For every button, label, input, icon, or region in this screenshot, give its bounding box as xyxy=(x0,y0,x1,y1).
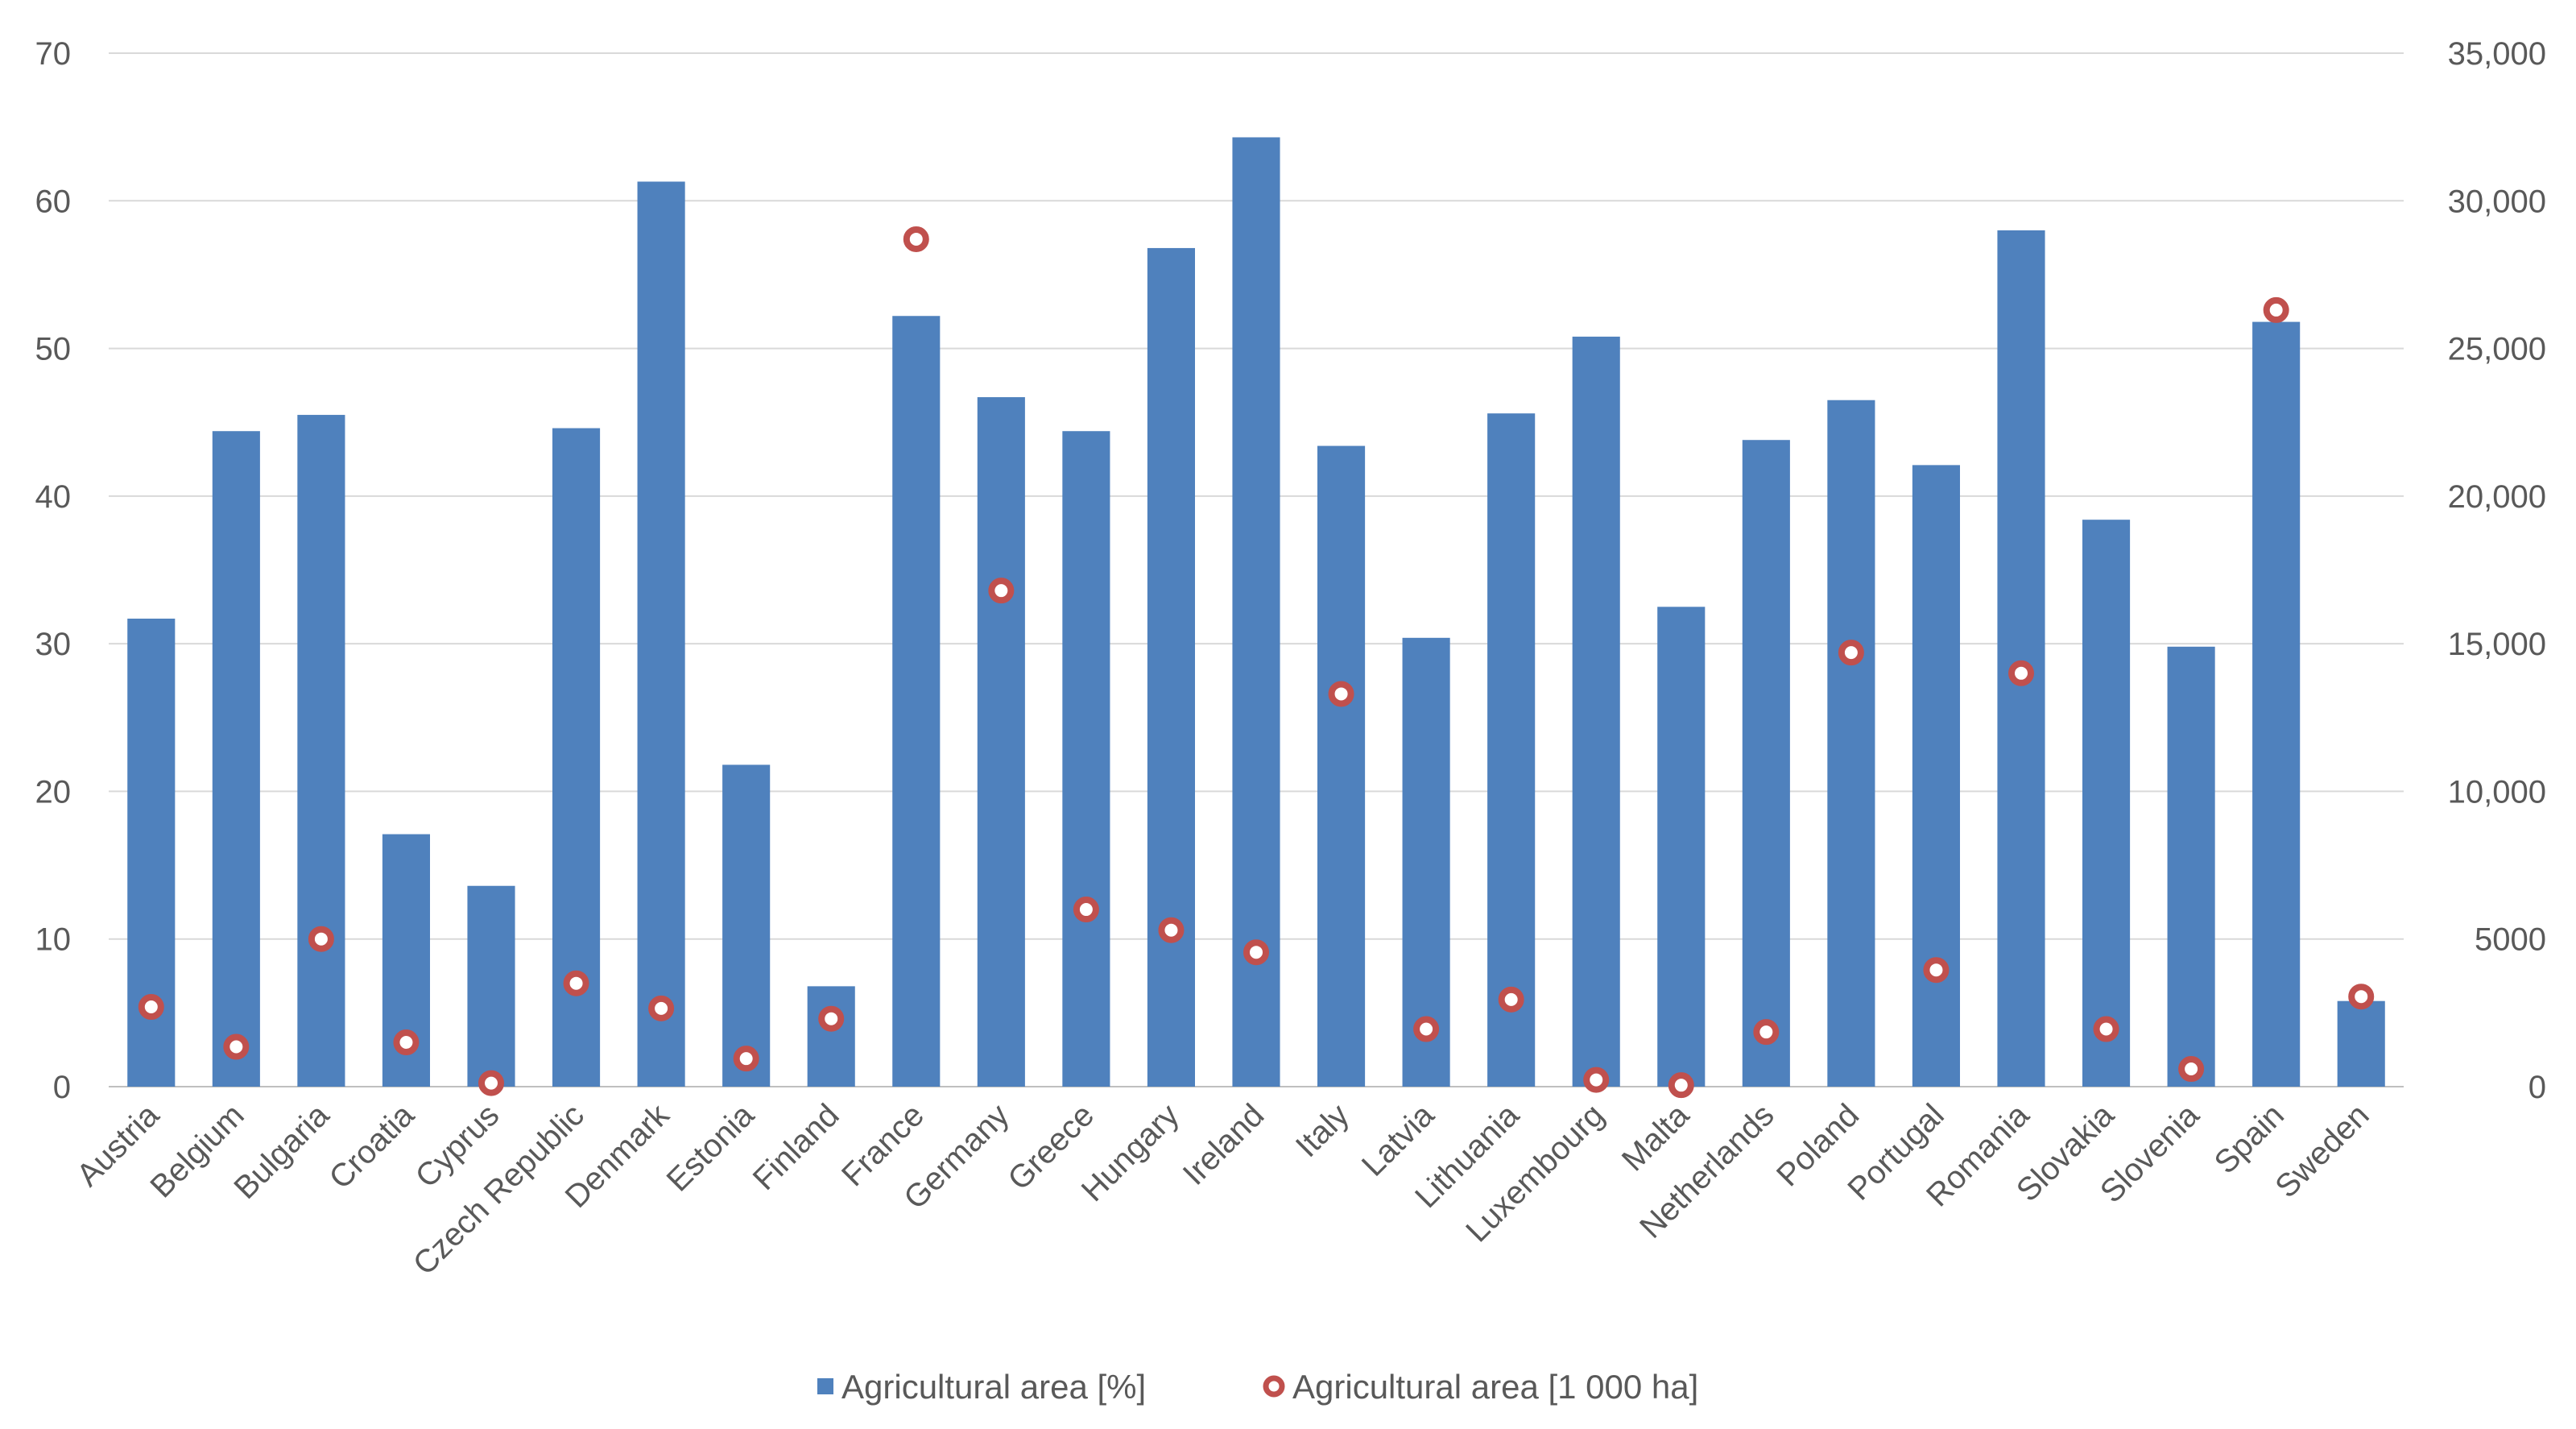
scatter-point xyxy=(648,995,675,1021)
legend: Agricultural area [%] Agricultural area … xyxy=(817,1368,1698,1406)
bar xyxy=(1402,637,1450,1087)
bar xyxy=(1487,413,1536,1087)
category-label: Ireland xyxy=(1176,1097,1271,1192)
bar xyxy=(2337,1000,2385,1087)
left-axis: 0 10 20 30 40 50 60 70 xyxy=(35,36,72,1105)
scatter-point xyxy=(563,970,589,996)
category-label: Italy xyxy=(1289,1097,1356,1164)
right-tick-label: 35,000 xyxy=(2448,36,2546,72)
bar xyxy=(1742,440,1790,1087)
legend-point-swatch xyxy=(1263,1375,1285,1398)
scatter-point xyxy=(308,926,334,952)
scatter-point xyxy=(988,578,1015,604)
right-axis: 0 5000 10,000 15,000 20,000 25,000 30,000 35,00… xyxy=(2448,36,2546,1105)
scatter-point xyxy=(1923,957,1950,984)
bar xyxy=(1062,431,1110,1087)
bar xyxy=(1912,465,1960,1087)
bar xyxy=(212,431,260,1087)
bar xyxy=(1657,607,1706,1087)
category-label: Sweden xyxy=(2268,1097,2375,1204)
scatter-point xyxy=(818,1005,845,1032)
scatter-point xyxy=(2093,1016,2119,1042)
bar xyxy=(467,885,515,1087)
scatter-point xyxy=(2263,296,2289,323)
scatter-point xyxy=(138,994,164,1021)
right-tick-label: 30,000 xyxy=(2448,184,2546,219)
category-label: Spain xyxy=(2208,1097,2291,1180)
right-tick-label: 5000 xyxy=(2475,922,2546,958)
bar xyxy=(2252,321,2301,1087)
bar xyxy=(1232,137,1280,1087)
scatter-point xyxy=(1328,681,1354,707)
bar-series xyxy=(127,137,2385,1087)
left-tick-label: 30 xyxy=(35,627,72,662)
bar xyxy=(722,764,771,1087)
left-tick-label: 40 xyxy=(35,479,72,515)
left-tick-label: 20 xyxy=(35,774,72,810)
left-tick-label: 70 xyxy=(35,36,72,72)
bar xyxy=(1572,336,1620,1087)
bar xyxy=(297,415,345,1087)
right-tick-label: 25,000 xyxy=(2448,332,2546,367)
legend-bar-label: Agricultural area [%] xyxy=(841,1368,1146,1406)
left-tick-label: 10 xyxy=(35,922,72,958)
scatter-point xyxy=(478,1070,504,1096)
scatter-point xyxy=(1413,1016,1440,1042)
category-label: Bulgaria xyxy=(227,1097,336,1206)
category-label: Estonia xyxy=(660,1097,762,1199)
bar xyxy=(2082,520,2131,1087)
bar xyxy=(892,316,941,1087)
category-label: Malta xyxy=(1615,1097,1697,1178)
scatter-point xyxy=(223,1033,250,1060)
category-labels: AustriaBelgiumBulgariaCroatiaCyprusCzech… xyxy=(70,1097,2376,1282)
right-tick-label: 0 xyxy=(2528,1070,2546,1105)
right-tick-label: 10,000 xyxy=(2448,774,2546,810)
bar xyxy=(977,397,1025,1087)
right-tick-label: 15,000 xyxy=(2448,627,2546,662)
left-tick-label: 0 xyxy=(53,1070,71,1105)
scatter-point xyxy=(1498,986,1524,1013)
legend-point-label: Agricultural area [1 000 ha] xyxy=(1292,1368,1698,1406)
scatter-point xyxy=(903,226,929,252)
scatter-point xyxy=(1243,939,1269,966)
bar xyxy=(2167,646,2215,1087)
bar xyxy=(1317,445,1366,1087)
scatter-point xyxy=(2348,984,2375,1010)
scatter-point xyxy=(2008,660,2034,686)
scatter-point xyxy=(1583,1067,1610,1093)
scatter-series xyxy=(138,226,2375,1099)
scatter-point xyxy=(393,1029,420,1056)
scatter-point xyxy=(1668,1072,1694,1099)
bar xyxy=(807,986,855,1087)
scatter-point xyxy=(1838,640,1864,666)
bar xyxy=(1997,230,2045,1087)
left-tick-label: 60 xyxy=(35,184,72,219)
scatter-point xyxy=(1753,1019,1780,1046)
left-tick-label: 50 xyxy=(35,332,72,367)
category-label: Finland xyxy=(746,1097,846,1197)
right-tick-label: 20,000 xyxy=(2448,479,2546,515)
legend-bar-swatch xyxy=(817,1378,833,1394)
scatter-point xyxy=(1073,897,1099,923)
bar xyxy=(1147,247,1195,1087)
bar xyxy=(637,181,685,1087)
scatter-point xyxy=(1158,917,1185,943)
category-label: Croatia xyxy=(323,1097,422,1196)
scatter-point xyxy=(2178,1056,2205,1083)
scatter-point xyxy=(733,1046,759,1072)
bar xyxy=(1827,400,1875,1087)
